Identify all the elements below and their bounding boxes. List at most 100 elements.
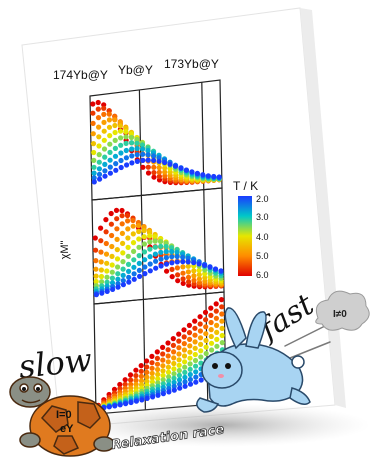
data-point bbox=[218, 268, 224, 274]
data-point bbox=[196, 267, 202, 273]
data-point bbox=[185, 259, 191, 265]
data-point bbox=[125, 261, 132, 267]
data-point bbox=[186, 330, 193, 336]
data-point bbox=[134, 152, 140, 158]
data-point bbox=[147, 233, 153, 239]
data-point bbox=[128, 381, 134, 387]
data-point bbox=[112, 129, 118, 136]
data-point bbox=[136, 267, 142, 273]
data-point bbox=[101, 111, 107, 117]
data-point bbox=[93, 273, 99, 279]
data-point bbox=[101, 105, 107, 111]
data-point bbox=[170, 342, 176, 348]
data-point bbox=[139, 397, 145, 403]
data-point bbox=[202, 275, 208, 281]
data-point bbox=[193, 374, 199, 380]
data-point bbox=[106, 117, 112, 123]
data-point bbox=[90, 120, 96, 126]
data-point bbox=[209, 347, 215, 353]
data-point bbox=[185, 263, 191, 269]
data-point bbox=[182, 379, 188, 385]
data-point bbox=[131, 264, 137, 270]
data-point bbox=[175, 272, 181, 278]
colorbar-tick: 5.0 bbox=[256, 251, 269, 261]
data-point bbox=[171, 355, 177, 361]
data-point bbox=[142, 271, 148, 277]
data-point bbox=[136, 244, 142, 250]
data-point bbox=[203, 324, 209, 330]
data-point bbox=[162, 169, 168, 175]
data-point bbox=[112, 117, 118, 123]
data-point bbox=[136, 228, 142, 235]
data-point bbox=[160, 391, 166, 397]
data-point bbox=[115, 264, 121, 270]
data-point bbox=[203, 344, 209, 350]
data-point bbox=[154, 349, 160, 355]
data-point bbox=[93, 258, 99, 264]
data-point bbox=[192, 332, 198, 338]
data-point bbox=[144, 364, 150, 370]
data-point bbox=[112, 145, 118, 151]
colorbar-tick: 4.0 bbox=[256, 232, 269, 242]
data-point bbox=[104, 288, 110, 294]
data-point bbox=[93, 278, 99, 285]
data-point bbox=[162, 173, 168, 179]
data-point bbox=[165, 364, 171, 370]
data-point bbox=[99, 290, 105, 296]
data-point bbox=[101, 128, 107, 134]
colorbar-title: T / K bbox=[233, 179, 258, 193]
data-point bbox=[107, 141, 113, 147]
data-point bbox=[145, 147, 151, 154]
data-point bbox=[125, 244, 131, 250]
data-point bbox=[181, 327, 187, 333]
data-point bbox=[203, 331, 209, 337]
data-point bbox=[187, 336, 193, 342]
data-point bbox=[208, 305, 214, 311]
data-point bbox=[218, 297, 225, 303]
data-point bbox=[176, 345, 182, 351]
data-point bbox=[101, 119, 107, 125]
data-point bbox=[95, 99, 101, 106]
data-point bbox=[140, 157, 146, 163]
data-point bbox=[147, 246, 153, 252]
data-point bbox=[166, 374, 172, 380]
data-point bbox=[208, 327, 214, 333]
data-point bbox=[165, 369, 172, 375]
data-point bbox=[164, 268, 170, 274]
data-point bbox=[147, 229, 153, 235]
data-point bbox=[92, 235, 98, 241]
data-point bbox=[186, 322, 192, 328]
data-point bbox=[155, 366, 161, 373]
data-point bbox=[136, 236, 142, 242]
data-point bbox=[147, 254, 153, 260]
data-point bbox=[113, 161, 119, 167]
data-point bbox=[145, 170, 152, 176]
data-point bbox=[219, 340, 225, 346]
data-point bbox=[101, 146, 108, 152]
data-point bbox=[162, 160, 168, 166]
data-point bbox=[109, 269, 115, 275]
data-point bbox=[127, 372, 134, 378]
data-point bbox=[158, 238, 164, 245]
data-point bbox=[113, 207, 120, 213]
data-point bbox=[163, 243, 169, 250]
data-point bbox=[102, 173, 108, 179]
data-point bbox=[169, 274, 175, 280]
data-point bbox=[180, 276, 186, 282]
panel-label-left: 174Yb@Y bbox=[53, 68, 108, 82]
data-point bbox=[187, 355, 193, 361]
turtle-shell-text2: eY bbox=[60, 423, 74, 435]
data-point bbox=[185, 255, 191, 261]
data-point bbox=[176, 331, 182, 337]
data-point bbox=[128, 134, 135, 141]
data-point bbox=[118, 157, 124, 164]
colorbar-tick: 6.0 bbox=[256, 270, 269, 280]
data-point bbox=[187, 361, 193, 367]
data-point bbox=[171, 349, 177, 355]
data-point bbox=[197, 321, 203, 327]
data-point bbox=[123, 401, 129, 407]
data-point bbox=[180, 254, 186, 260]
data-point bbox=[205, 173, 211, 179]
data-point bbox=[203, 337, 209, 344]
data-point bbox=[216, 174, 222, 180]
